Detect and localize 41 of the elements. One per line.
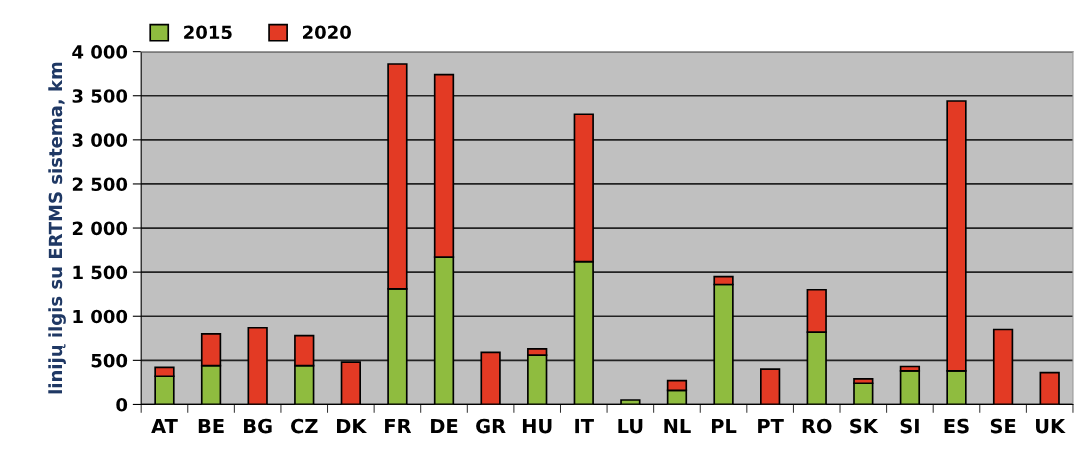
- bar: [340, 361, 361, 405]
- bar: [1039, 371, 1060, 405]
- bar: [759, 368, 781, 405]
- x-tick-label: AT: [151, 418, 178, 434]
- y-tick-label: 2 500: [72, 177, 128, 192]
- x-tick-label: SK: [850, 418, 879, 434]
- y-tick-label: 2 000: [72, 221, 128, 236]
- y-tick-label: 3 500: [72, 89, 128, 103]
- x-tick-label: NL: [664, 418, 691, 434]
- x-tick-label: BE: [198, 418, 224, 434]
- legend-label: 2015: [184, 25, 232, 40]
- y-tick-label: 1 500: [73, 265, 128, 280]
- bar: [992, 328, 1014, 405]
- x-tick-label: PT: [758, 418, 784, 434]
- x-tick-label: CZ: [291, 418, 318, 434]
- y-tick-label: 500: [91, 353, 128, 368]
- y-tick-label: 4 000: [72, 45, 128, 59]
- bar: [247, 326, 268, 405]
- y-axis-title: linijų ilgis su ERTMS sistema, km: [48, 62, 66, 394]
- x-tick-label: BG: [244, 418, 272, 434]
- x-tick-label: FR: [385, 418, 412, 434]
- bar: [480, 351, 501, 405]
- x-tick-label: ES: [944, 418, 969, 434]
- y-tick-label: 3 000: [72, 133, 128, 147]
- x-tick-label: UK: [1036, 418, 1066, 434]
- x-tick-label: GR: [476, 418, 506, 434]
- x-tick-label: RO: [802, 418, 832, 434]
- y-tick-label: 0: [116, 397, 128, 412]
- x-tick-label: HU: [522, 418, 552, 434]
- y-tick-label: 1 000: [73, 309, 128, 324]
- x-tick-label: IT: [575, 418, 594, 434]
- x-tick-label: PL: [712, 418, 737, 434]
- legend-label: 2020: [303, 25, 351, 40]
- x-tick-label: DE: [431, 418, 458, 434]
- bar: [899, 370, 921, 405]
- x-tick-label: LU: [618, 418, 643, 434]
- x-tick-label: SI: [900, 418, 919, 434]
- x-tick-label: SE: [990, 418, 1016, 434]
- bar: [853, 382, 874, 405]
- bar: [620, 399, 641, 405]
- x-tick-label: DK: [337, 418, 368, 434]
